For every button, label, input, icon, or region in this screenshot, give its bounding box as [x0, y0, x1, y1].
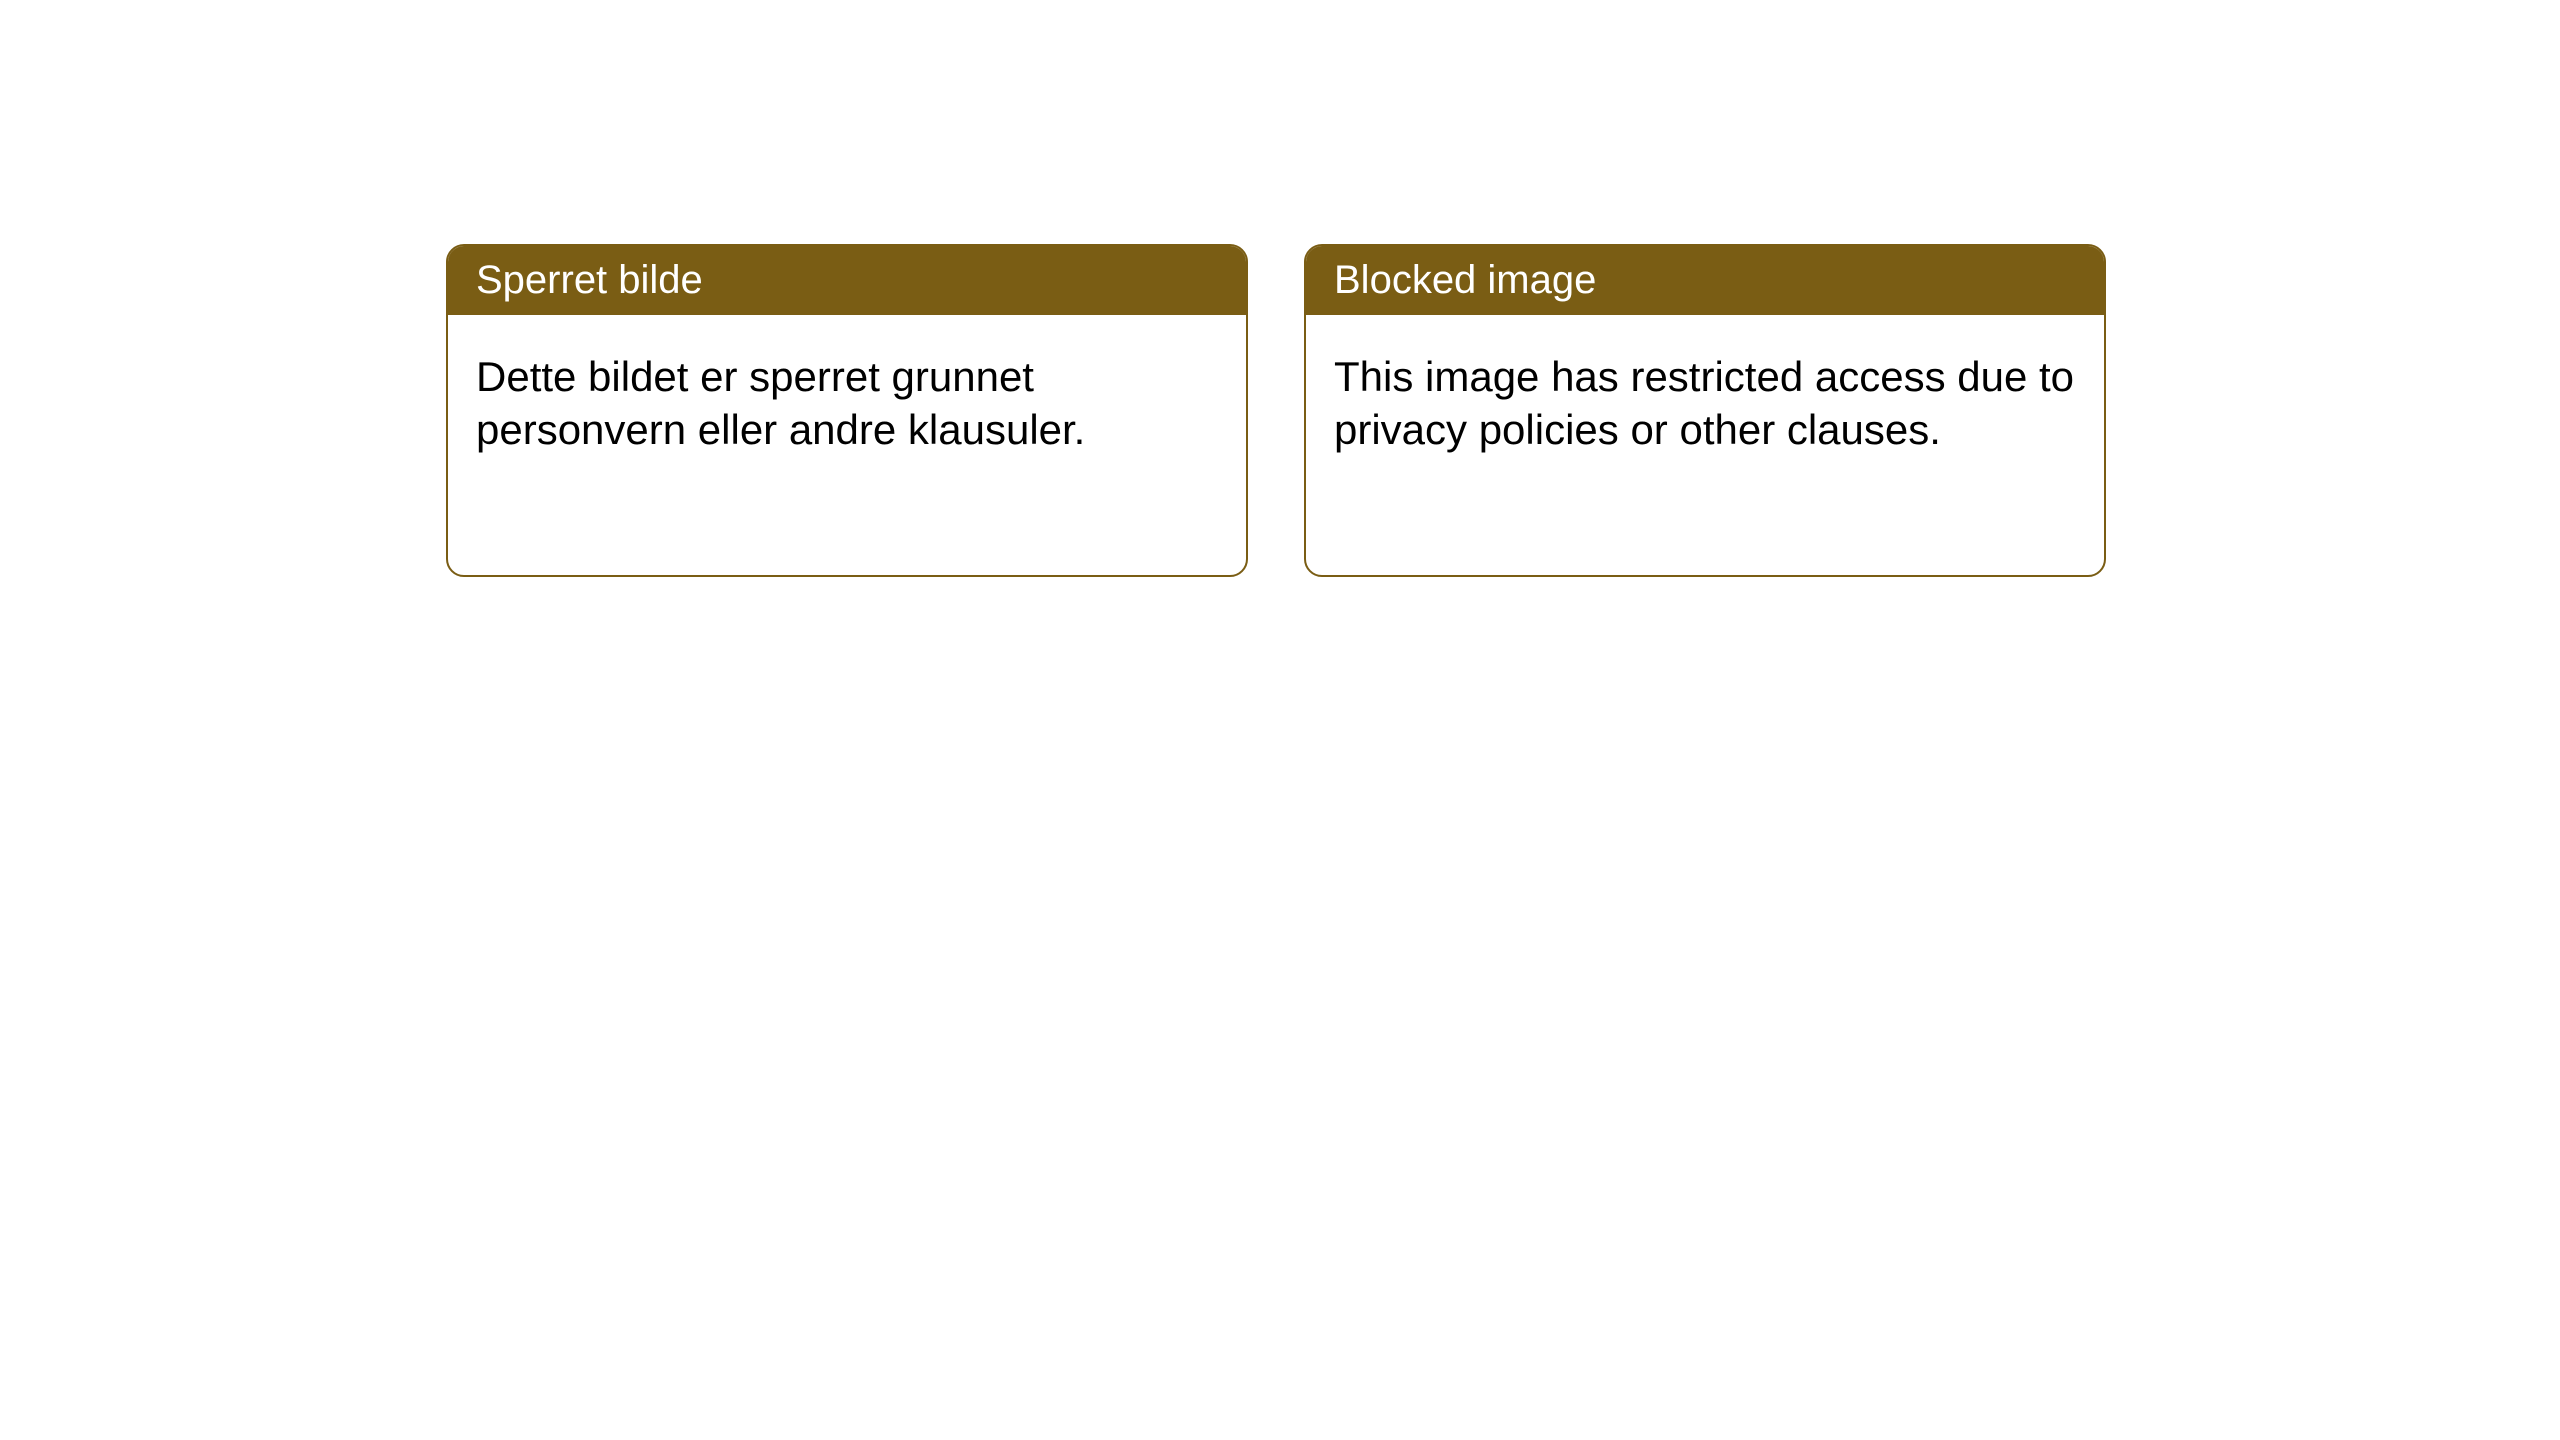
card-body: This image has restricted access due to …	[1306, 315, 2104, 492]
notice-card-english: Blocked image This image has restricted …	[1304, 244, 2106, 577]
notice-card-norwegian: Sperret bilde Dette bildet er sperret gr…	[446, 244, 1248, 577]
card-header: Blocked image	[1306, 246, 2104, 315]
card-header: Sperret bilde	[448, 246, 1246, 315]
card-body: Dette bildet er sperret grunnet personve…	[448, 315, 1246, 492]
notice-container: Sperret bilde Dette bildet er sperret gr…	[0, 0, 2560, 577]
